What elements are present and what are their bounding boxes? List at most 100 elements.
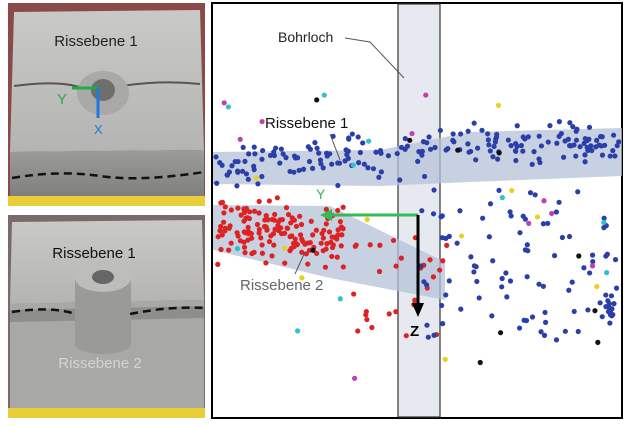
event-dot — [260, 251, 265, 256]
event-dot — [351, 291, 356, 296]
event-dot — [587, 270, 592, 275]
event-dot — [528, 190, 533, 195]
event-dot — [600, 314, 605, 319]
event-dot — [497, 150, 502, 155]
event-dot — [268, 233, 273, 238]
event-dot — [368, 242, 373, 247]
event-dot — [249, 251, 254, 256]
event-dot — [252, 145, 257, 150]
event-dot — [443, 147, 448, 152]
figure: Rissebene 1 Y X Rissebene 1 Rissebene 2 … — [0, 0, 625, 421]
event-dot — [498, 330, 503, 335]
event-dot — [323, 265, 328, 270]
event-dot — [335, 183, 340, 188]
event-dot — [567, 120, 572, 125]
event-dot — [233, 159, 238, 164]
event-dot — [525, 274, 530, 279]
event-dot — [556, 200, 561, 205]
event-dot — [213, 154, 218, 159]
event-dot — [574, 127, 579, 132]
event-dot — [600, 153, 605, 158]
event-dot — [496, 103, 501, 108]
event-dot — [241, 219, 246, 224]
event-dot — [282, 246, 287, 251]
event-dot — [272, 218, 277, 223]
event-dot — [568, 143, 573, 148]
event-dot — [444, 243, 449, 248]
event-dot — [477, 295, 482, 300]
event-dot — [365, 217, 370, 222]
event-dot — [277, 160, 282, 165]
event-dot — [574, 138, 579, 143]
event-dot — [299, 222, 304, 227]
event-dot — [503, 270, 508, 275]
event-dot — [440, 321, 445, 326]
event-dot — [421, 139, 426, 144]
event-dot — [493, 139, 498, 144]
event-dot — [431, 211, 436, 216]
event-dot — [431, 333, 436, 338]
event-dot — [545, 221, 550, 226]
event-dot — [264, 227, 269, 232]
event-dot — [226, 247, 231, 252]
event-dot — [229, 207, 234, 212]
event-dot — [259, 157, 264, 162]
event-dot — [486, 137, 491, 142]
event-dot — [241, 145, 246, 150]
event-dot — [327, 229, 332, 234]
event-dot — [508, 278, 513, 283]
event-dot — [598, 300, 603, 305]
event-dot — [287, 248, 292, 253]
event-dot — [220, 232, 225, 237]
event-dot — [289, 233, 294, 238]
event-dot — [325, 153, 330, 158]
event-dot — [339, 232, 344, 237]
event-dot — [542, 333, 547, 338]
event-dot — [474, 279, 479, 284]
event-dot — [567, 234, 572, 239]
event-dot — [259, 242, 264, 247]
event-dot — [346, 149, 351, 154]
event-dot — [547, 123, 552, 128]
event-dot — [346, 137, 351, 142]
event-dot — [560, 235, 565, 240]
event-dot — [480, 216, 485, 221]
event-dot — [338, 296, 343, 301]
event-dot — [438, 128, 443, 133]
event-dot — [335, 160, 340, 165]
event-dot — [426, 134, 431, 139]
event-dot — [329, 162, 334, 167]
event-dot — [421, 279, 426, 284]
event-dot — [314, 97, 319, 102]
event-dot — [307, 159, 312, 164]
event-dot — [554, 141, 559, 146]
event-dot — [472, 121, 477, 126]
event-dot — [520, 149, 525, 154]
event-dot — [221, 220, 226, 225]
event-dot — [235, 230, 240, 235]
event-dot — [566, 137, 571, 142]
event-dot — [242, 159, 247, 164]
event-dot — [227, 223, 232, 228]
event-dot — [458, 131, 463, 136]
event-dot — [338, 219, 343, 224]
event-dot — [535, 214, 540, 219]
event-dot — [242, 250, 247, 255]
event-dot — [554, 337, 559, 342]
event-dot — [254, 175, 259, 180]
event-dot — [409, 131, 414, 136]
event-dot — [605, 252, 610, 257]
event-dot — [302, 242, 307, 247]
event-dot — [373, 150, 378, 155]
event-dot — [377, 269, 382, 274]
event-dot — [443, 292, 448, 297]
event-dot — [536, 156, 541, 161]
event-dot — [352, 376, 357, 381]
event-dot — [490, 258, 495, 263]
event-dot — [608, 153, 613, 158]
event-dot — [419, 208, 424, 213]
event-dot — [223, 226, 228, 231]
event-dot — [226, 104, 231, 109]
label-plane-2: Rissebene 2 — [240, 277, 323, 294]
event-dot — [509, 188, 514, 193]
